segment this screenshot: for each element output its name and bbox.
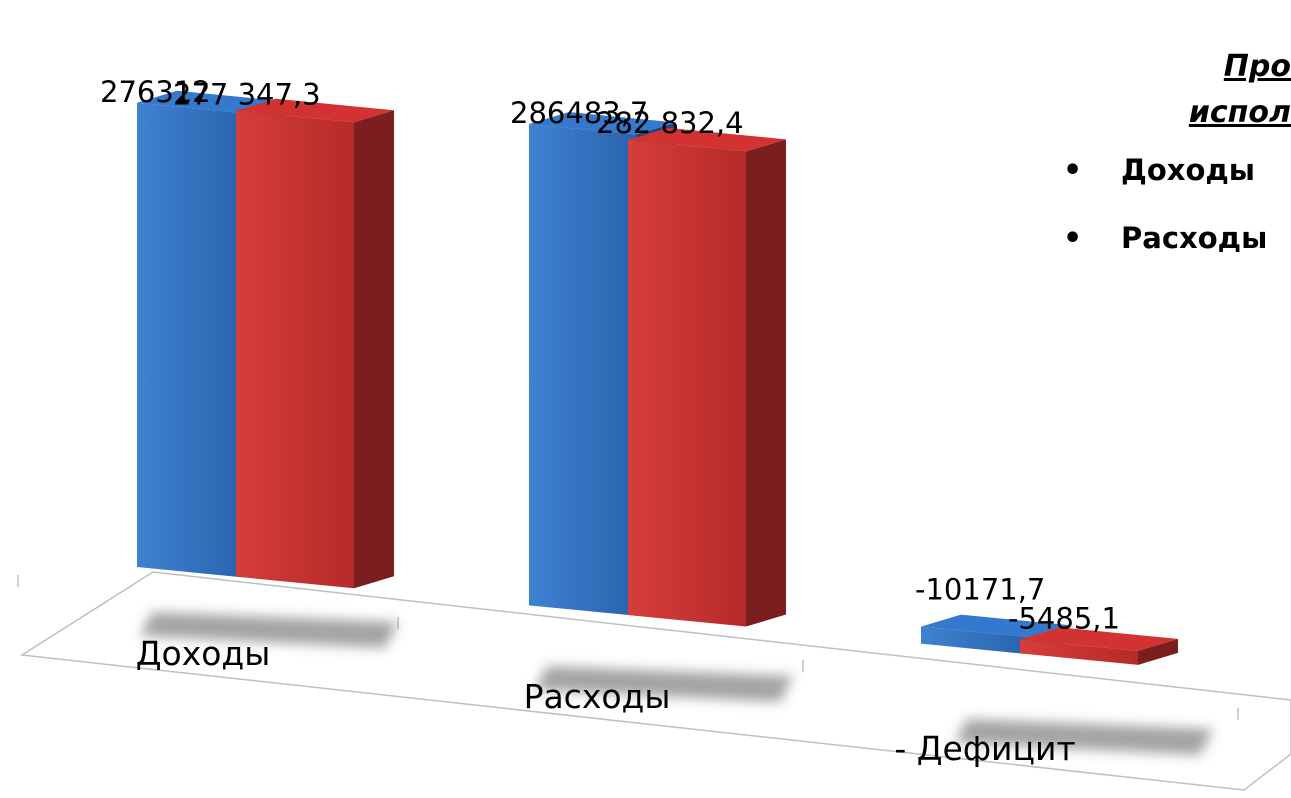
data-label-2-0: -10171,7	[915, 573, 1045, 607]
bars	[137, 90, 1178, 665]
bullet-icon: •	[1063, 153, 1083, 188]
bar-shadow-2	[955, 719, 1213, 755]
floor-shadows	[140, 612, 1213, 755]
bullet-icon: •	[1063, 221, 1083, 256]
data-label-1-0: 286483,7	[510, 96, 648, 130]
category-label-0: Доходы	[136, 634, 271, 673]
data-label-0-1: 277 347,3	[173, 78, 321, 112]
bar-0-1	[236, 98, 394, 589]
data-label-0-0: 276312	[100, 75, 211, 109]
data-label-2-1: -5485,1	[1008, 601, 1120, 635]
chart-title-partial: Про испол	[1181, 44, 1291, 136]
chart-floor	[17, 571, 1291, 791]
floor-outline	[19, 571, 1291, 791]
bar-shadow-0	[140, 612, 398, 648]
bar-1-1	[628, 127, 786, 627]
legend-item-expenses: • Расходы	[1063, 218, 1291, 286]
title-line-1: Про	[1223, 49, 1291, 84]
legend: • Доходы • Расходы	[1063, 150, 1291, 286]
category-labels: Доходы Расходы - Дефицит	[136, 634, 1076, 768]
bar-2-1	[1020, 627, 1178, 665]
category-label-2: - Дефицит	[894, 729, 1075, 768]
title-line-2: испол	[1188, 95, 1291, 130]
bar-shadow-1	[535, 666, 793, 702]
data-label-1-1: 282 832,4	[596, 106, 744, 140]
category-label-1: Расходы	[524, 677, 671, 716]
legend-item-income: • Доходы	[1063, 150, 1291, 218]
legend-item-label: Доходы	[1121, 153, 1256, 187]
legend-item-label: Расходы	[1121, 221, 1268, 255]
